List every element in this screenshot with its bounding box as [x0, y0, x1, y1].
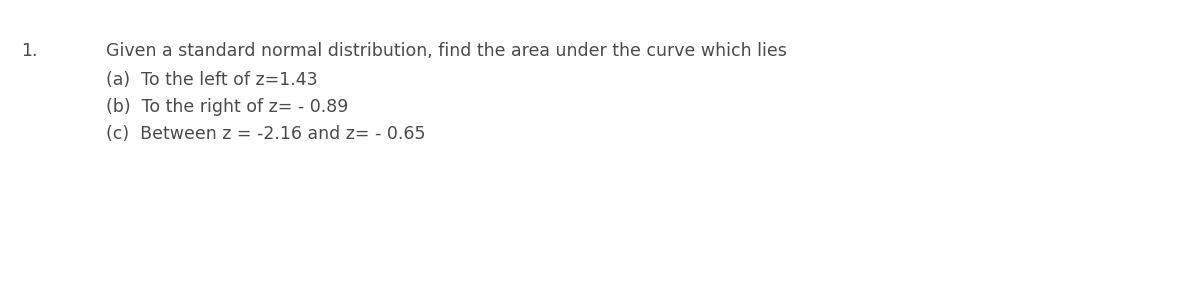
- Text: (b)  To the right of z= - 0.89: (b) To the right of z= - 0.89: [106, 98, 348, 116]
- Text: 1.: 1.: [22, 42, 38, 60]
- Text: (a)  To the left of z=1.43: (a) To the left of z=1.43: [106, 71, 317, 89]
- Text: Given a standard normal distribution, find the area under the curve which lies: Given a standard normal distribution, fi…: [106, 42, 786, 60]
- Text: (c)  Between z = -2.16 and z= - 0.65: (c) Between z = -2.16 and z= - 0.65: [106, 125, 425, 143]
